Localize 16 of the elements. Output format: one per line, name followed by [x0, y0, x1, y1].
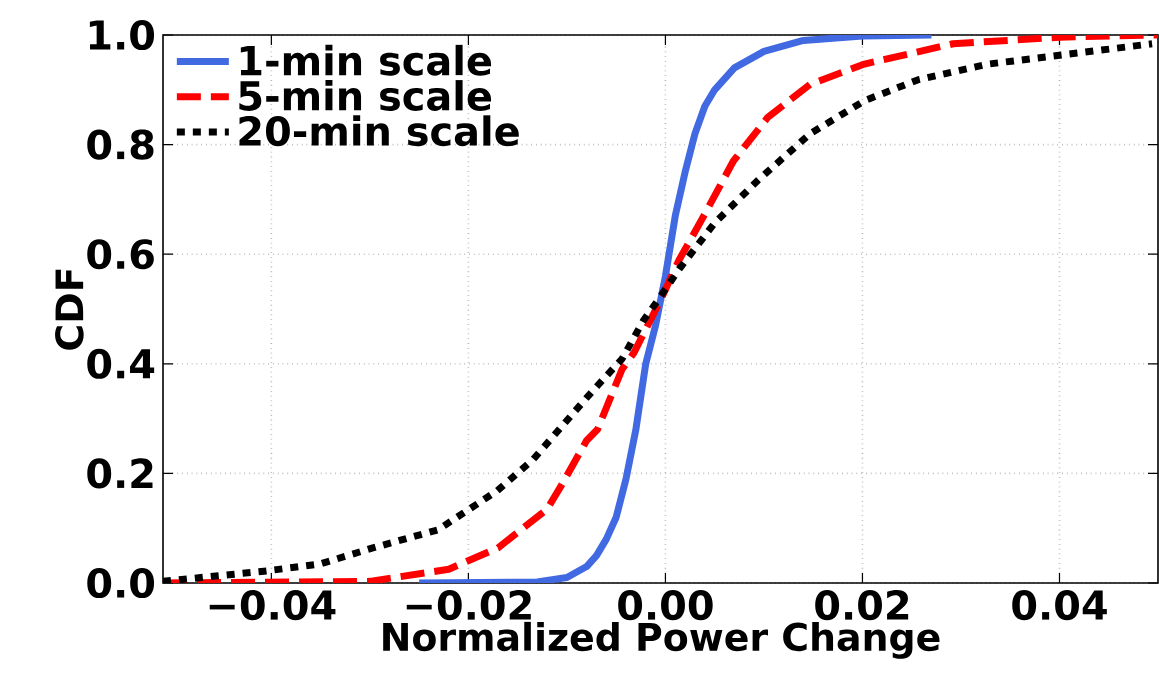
x-tick-label: 0.00 [618, 590, 713, 621]
x-tick-label: 0.02 [815, 590, 909, 621]
y-tick-label: 0.0 [87, 567, 155, 599]
x-axis-title: Normalized Power Change [383, 621, 940, 659]
y-axis-title: CDF [55, 269, 84, 350]
y-tick-label: 0.4 [87, 348, 155, 379]
x-tick-label: −0.04 [209, 590, 336, 621]
y-tick-label: 1.0 [89, 19, 155, 51]
legend-label: 5-min scale [239, 80, 492, 111]
y-tick-label: 0.6 [87, 239, 154, 270]
x-tick-label: −0.02 [406, 590, 531, 621]
y-tick-label: 0.2 [87, 458, 153, 489]
y-tick-label: 0.8 [87, 129, 154, 160]
x-tick-label: 0.04 [1012, 590, 1107, 621]
legend-label: 1-min scale [240, 44, 492, 76]
legend-label: 20-min scale [239, 115, 519, 147]
